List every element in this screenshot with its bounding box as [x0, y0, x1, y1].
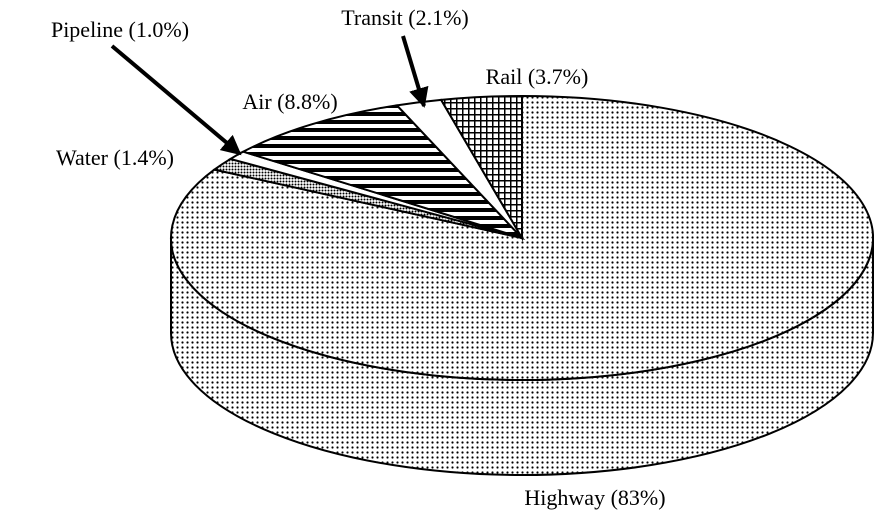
slice-label: Pipeline (1.0%): [51, 17, 189, 42]
slice-label: Water (1.4%): [56, 145, 174, 170]
transit-arrow: [401, 35, 429, 108]
pie-slice: [439, 94, 523, 242]
pipeline-arrow: [110, 44, 242, 156]
pie-slice: [240, 104, 526, 241]
slice-label: Transit (2.1%): [341, 5, 469, 30]
slice-label: Highway (83%): [524, 485, 665, 510]
slice-label: Air (8.8%): [242, 89, 337, 114]
slice-label: Rail (3.7%): [486, 64, 589, 89]
